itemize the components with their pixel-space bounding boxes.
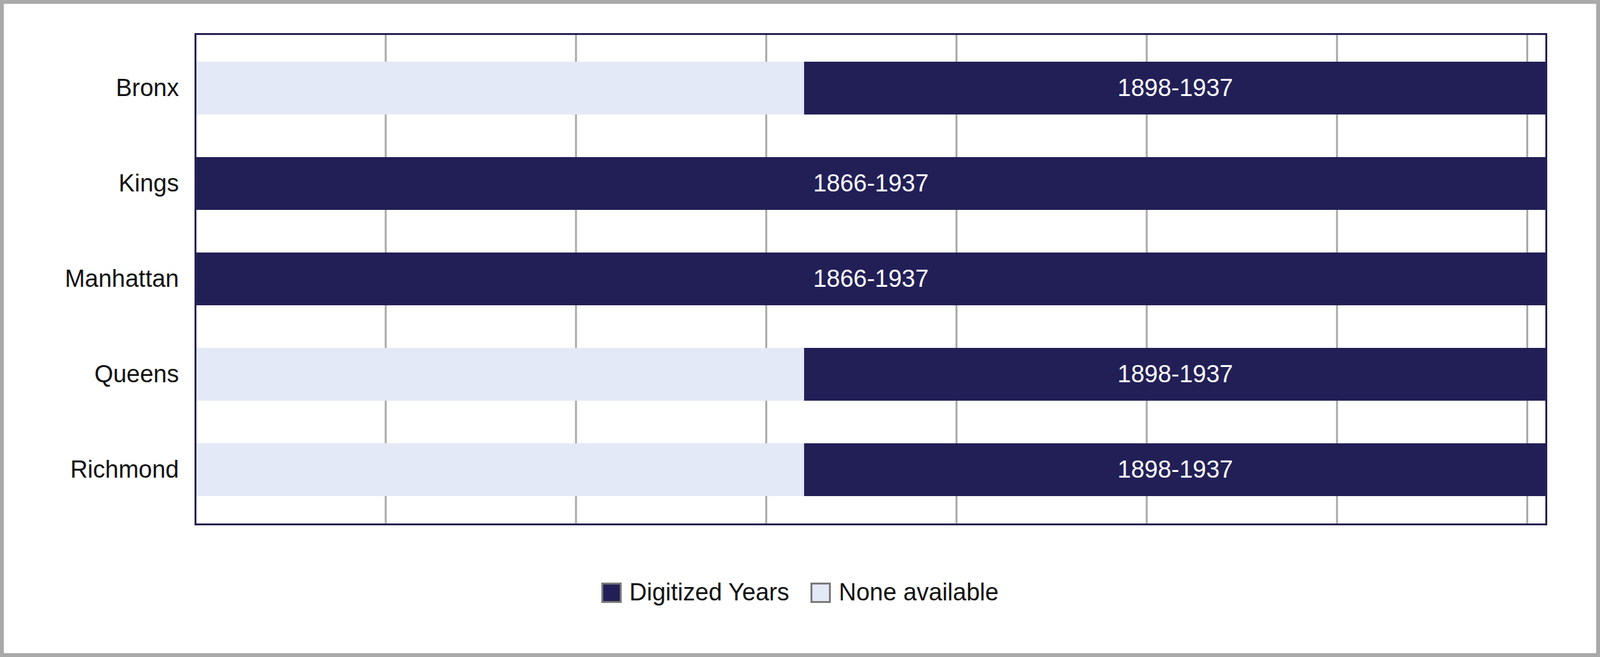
svg-text:Manhattan: Manhattan (64, 265, 180, 292)
svg-text:Queens: Queens (94, 360, 179, 388)
svg-text:1866-1937: 1866-1937 (813, 169, 929, 197)
svg-text:Kings: Kings (118, 169, 179, 197)
svg-text:Bronx: Bronx (115, 74, 179, 102)
svg-text:1898-1937: 1898-1937 (1117, 455, 1234, 483)
svg-text:1866-1937: 1866-1937 (813, 265, 929, 292)
svg-text:1898-1937: 1898-1937 (1117, 74, 1234, 102)
html-text:Digitized Years: Digitized Years (629, 578, 790, 606)
svg-text:1898-1937: 1898-1937 (1117, 360, 1234, 388)
svg-text:Richmond: Richmond (69, 455, 179, 483)
html-text:None available: None available (838, 578, 999, 606)
